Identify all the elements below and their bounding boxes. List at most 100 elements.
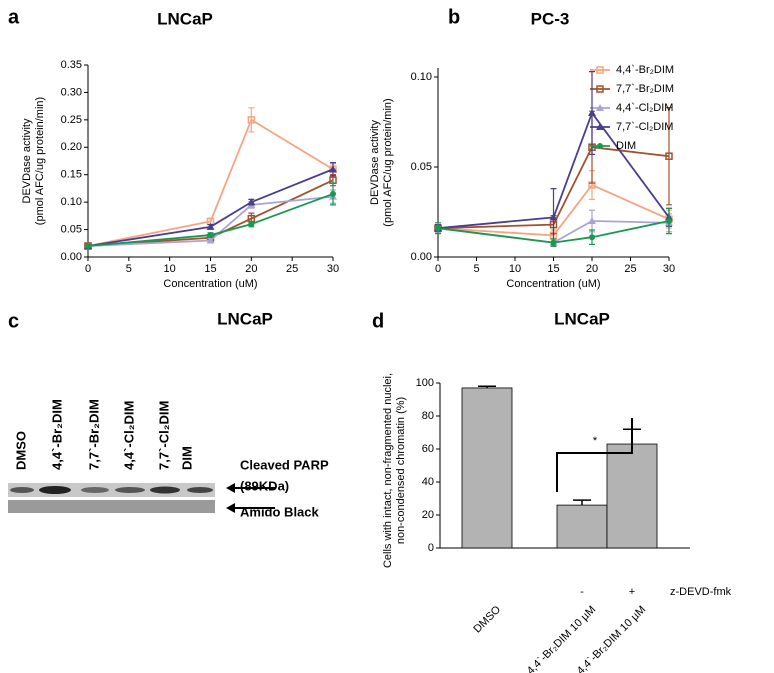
marker bbox=[666, 218, 672, 224]
y-tick-label: 0.00 bbox=[61, 251, 82, 263]
arrowhead bbox=[226, 503, 235, 513]
series-line bbox=[437, 111, 670, 230]
band bbox=[39, 486, 71, 494]
panel-letter: b bbox=[448, 6, 460, 28]
legend-swatch bbox=[596, 85, 604, 93]
arrowhead bbox=[226, 483, 235, 493]
band bbox=[10, 487, 34, 493]
blot-title: LNCaP bbox=[217, 309, 273, 328]
series-line bbox=[87, 179, 334, 247]
marker bbox=[435, 225, 441, 232]
legend-label: 4,4`-Cl₂DIM bbox=[616, 102, 673, 114]
band-label: (89KDa) bbox=[240, 478, 289, 493]
legend-marker bbox=[596, 104, 604, 111]
legend-swatch bbox=[596, 123, 604, 130]
chart-title: LNCaP bbox=[554, 309, 610, 328]
lane-label: 7,7`-Cl₂DIM bbox=[156, 401, 171, 470]
legend-marker bbox=[597, 143, 603, 149]
y-tick-label: 0.30 bbox=[61, 86, 82, 98]
band-label: Amido Black bbox=[240, 504, 320, 519]
lane-label: DMSO bbox=[13, 431, 28, 470]
y-tick-label: 60 bbox=[422, 443, 434, 455]
x-tick-label: 0 bbox=[85, 263, 91, 275]
marker bbox=[665, 152, 673, 160]
y-tick-label: 0.25 bbox=[61, 114, 82, 126]
band bbox=[81, 487, 109, 493]
annotation: - bbox=[580, 586, 584, 598]
y-tick-label: 0.35 bbox=[61, 59, 82, 71]
series-line bbox=[87, 193, 334, 247]
annotation: * bbox=[593, 435, 598, 447]
marker bbox=[247, 116, 256, 124]
bar bbox=[461, 387, 513, 549]
x-tick-label: 10 bbox=[164, 263, 176, 275]
annotation: + bbox=[629, 586, 635, 598]
blot: Cleaved PARP (89KDa) Amido Black bbox=[8, 457, 329, 519]
y-tick-label: 0.10 bbox=[61, 196, 82, 208]
marker bbox=[206, 222, 215, 230]
marker bbox=[550, 239, 557, 246]
significance-bracket bbox=[556, 418, 633, 492]
legend-label: 7,7`-Br₂DIM bbox=[616, 83, 674, 95]
legend-swatch bbox=[596, 104, 604, 111]
y-axis-label: (pmol AFC/ug protein/min) bbox=[34, 97, 46, 225]
series-line bbox=[87, 168, 334, 247]
legend-label: 7,7`-Cl₂DIM bbox=[616, 121, 673, 133]
legend-marker bbox=[596, 66, 604, 74]
legend-marker bbox=[596, 123, 604, 130]
marker bbox=[248, 221, 255, 228]
y-tick-label: 40 bbox=[422, 476, 434, 488]
series-line bbox=[437, 146, 670, 230]
chart-title: LNCaP bbox=[157, 9, 213, 28]
series-line bbox=[437, 220, 670, 244]
x-tick-label: 5 bbox=[473, 263, 479, 275]
x-tick-label: 30 bbox=[327, 263, 339, 275]
y-axis-label: non-condensed chromatin (%) bbox=[395, 397, 407, 544]
y-tick-label: 0.10 bbox=[411, 71, 432, 83]
marker bbox=[589, 234, 595, 241]
legend-marker bbox=[596, 85, 604, 93]
band bbox=[187, 487, 213, 493]
blot-strip bbox=[8, 500, 215, 513]
error-bar bbox=[666, 107, 672, 206]
annotation: z-DEVD-fmk bbox=[670, 586, 732, 598]
x-tick-label: 5 bbox=[126, 263, 132, 275]
band-label: Cleaved PARP bbox=[240, 457, 329, 472]
series-line bbox=[87, 195, 334, 247]
band bbox=[115, 487, 145, 493]
y-tick-label: 0.20 bbox=[61, 141, 82, 153]
y-axis-label: DEVDase activity bbox=[369, 120, 381, 205]
bar bbox=[556, 504, 608, 549]
x-tick-label: 25 bbox=[624, 263, 636, 275]
y-tick-label: 0 bbox=[428, 542, 434, 554]
error-bar bbox=[248, 107, 255, 133]
x-tick-label: 30 bbox=[663, 263, 675, 275]
series-line bbox=[437, 183, 670, 237]
y-tick-label: 80 bbox=[422, 410, 434, 422]
marker bbox=[588, 109, 596, 116]
y-tick-label: 0.00 bbox=[411, 251, 432, 263]
panel-letter: a bbox=[8, 6, 20, 28]
y-tick-label: 0.05 bbox=[61, 223, 82, 235]
x-tick-label: 15 bbox=[547, 263, 559, 275]
legend-swatch bbox=[596, 66, 604, 74]
chart-title: PC-3 bbox=[531, 9, 570, 28]
error-bar bbox=[573, 499, 591, 506]
lane-label: DIM bbox=[179, 446, 194, 470]
y-tick-label: 100 bbox=[416, 377, 434, 389]
x-tick-label: DMSO bbox=[471, 603, 503, 635]
x-tick-label: 20 bbox=[245, 263, 257, 275]
legend-swatch bbox=[597, 143, 603, 149]
y-tick-label: 0.15 bbox=[61, 169, 82, 181]
x-tick-label: 25 bbox=[286, 263, 298, 275]
y-tick-label: 0.05 bbox=[411, 161, 432, 173]
bar bbox=[606, 443, 658, 549]
x-axis-label: Concentration (uM) bbox=[506, 278, 600, 290]
y-axis-label: (pmol AFC/ug protein/min) bbox=[382, 98, 394, 226]
marker bbox=[588, 217, 596, 224]
y-tick-label: 20 bbox=[422, 509, 434, 521]
marker bbox=[330, 190, 336, 197]
lane-label: 4,4`-Cl₂DIM bbox=[121, 401, 136, 470]
lane-label: 4,4`-Br₂DIM bbox=[49, 399, 64, 470]
